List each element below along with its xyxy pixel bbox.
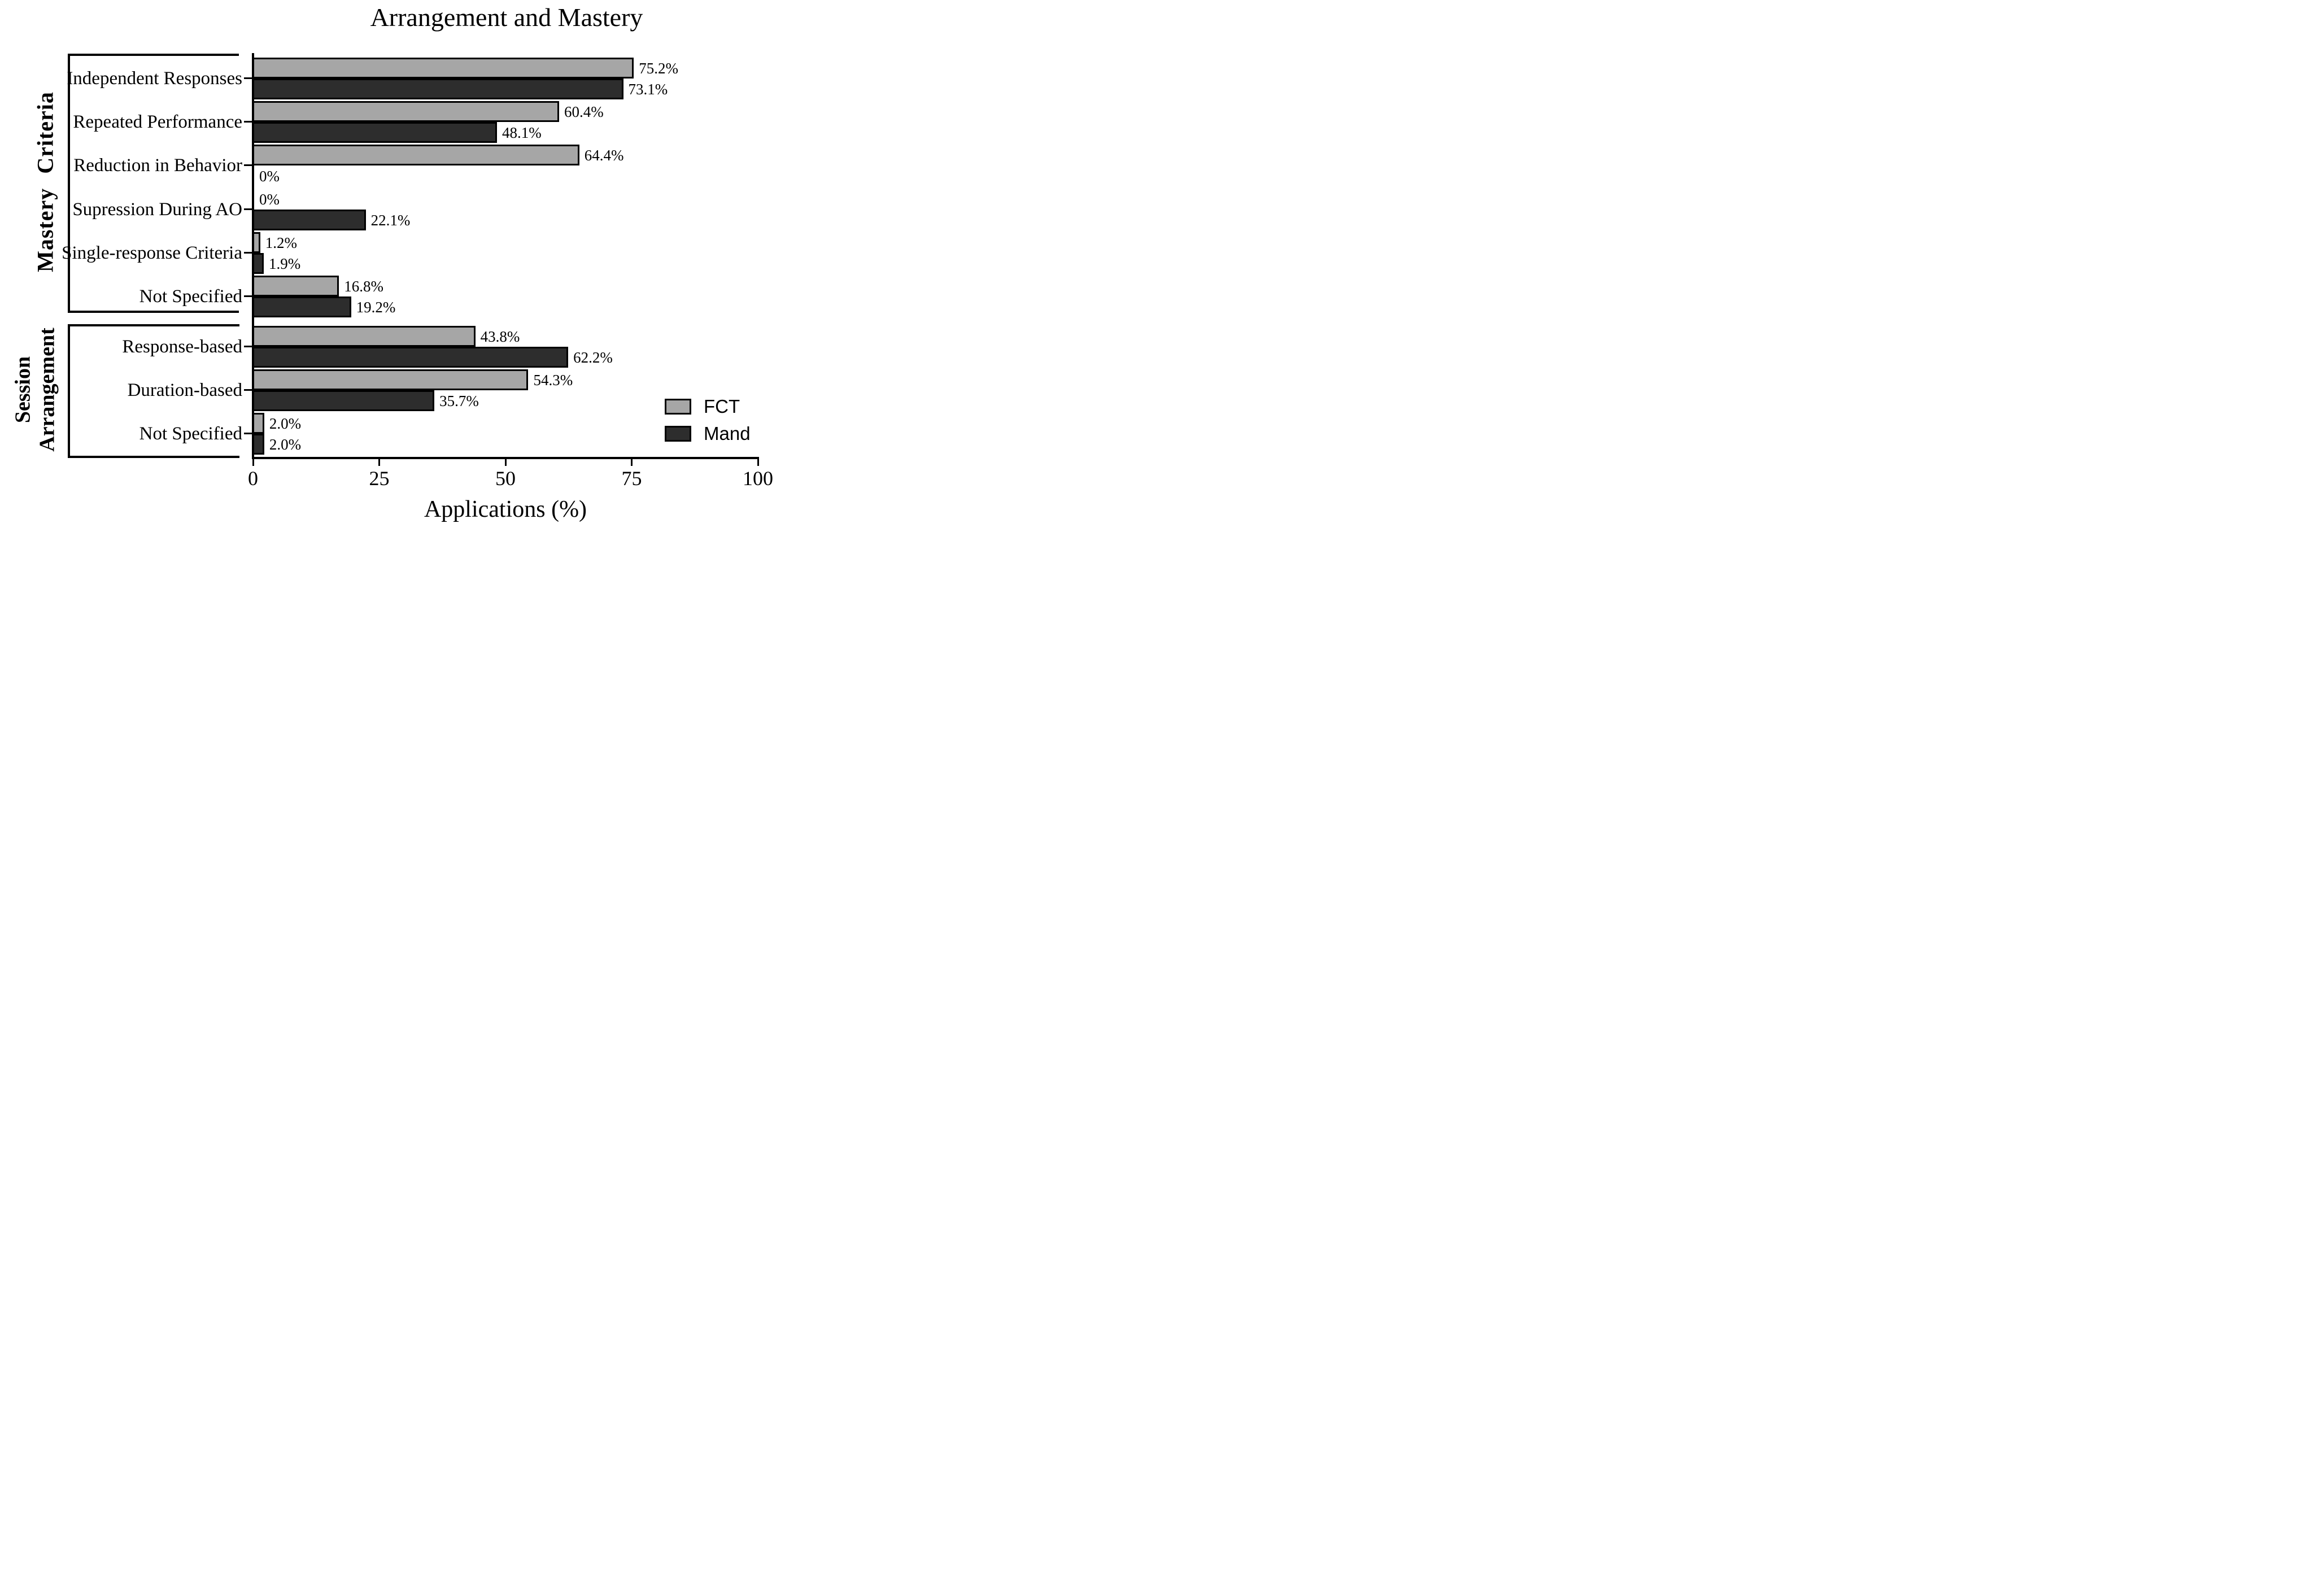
bar-value-label-fct: 43.8% (480, 328, 520, 345)
category-tick (244, 346, 252, 347)
category-label: Response-based (122, 337, 242, 357)
x-axis-tick-label: 0 (248, 467, 258, 490)
bar-fct (252, 276, 339, 296)
bar-value-label-mand: 22.1% (370, 212, 411, 229)
bar-value-label-mand: 48.1% (502, 124, 542, 141)
bar-mand (252, 210, 366, 230)
x-axis-tick (504, 458, 507, 466)
category-tick (244, 295, 252, 297)
bar-mand (252, 434, 264, 455)
bar-value-label-fct: 64.4% (584, 147, 624, 164)
session-arrangement-bracket (68, 324, 239, 458)
bar-mand (252, 253, 264, 274)
category-tick (244, 121, 252, 123)
bar-value-label-fct: 16.8% (344, 278, 383, 295)
bar-fct (252, 369, 529, 390)
bar-fct (252, 58, 634, 79)
legend-label-fct: FCT (704, 396, 740, 417)
category-tick (244, 252, 252, 254)
bar-value-label-fct: 54.3% (533, 372, 573, 389)
category-label: Supression During AO (72, 199, 242, 220)
bar-value-label-mand: 0% (259, 168, 280, 185)
bar-value-label-mand: 2.0% (269, 436, 302, 453)
category-label: Not Specified (139, 286, 242, 307)
category-label: Reduction in Behavior (73, 155, 242, 176)
bar-value-label-fct: 2.0% (269, 415, 302, 432)
bar-fct (252, 101, 559, 122)
figure: Arrangement and Mastery Mastery Criteria… (0, 0, 773, 532)
legend-label-mand: Mand (704, 423, 751, 444)
category-label: Duration-based (127, 380, 242, 400)
x-axis-tick (757, 458, 759, 466)
bar-mand (252, 296, 351, 317)
legend-item-mand: Mand (665, 423, 751, 444)
category-tick (244, 208, 252, 210)
bar-mand (252, 347, 569, 368)
category-label: Repeated Performance (73, 112, 242, 132)
x-axis-label: Applications (%) (424, 496, 587, 522)
bar-value-label-fct: 75.2% (639, 60, 679, 77)
bar-fct (252, 145, 579, 165)
bar-value-label-fct: 0% (259, 191, 280, 208)
bar-value-label-mand: 19.2% (356, 299, 396, 316)
legend-item-fct: FCT (665, 396, 740, 417)
bar-value-label-mand: 73.1% (628, 81, 668, 98)
bar-value-label-mand: 35.7% (439, 393, 479, 409)
bar-value-label-mand: 1.9% (268, 255, 301, 272)
mastery-criteria-bracket (68, 54, 239, 313)
category-label: Single-response Criteria (62, 243, 242, 263)
x-axis-tick (252, 458, 254, 466)
category-tick (244, 164, 252, 166)
bar-mand (252, 122, 497, 143)
bar-value-label-fct: 1.2% (265, 234, 297, 251)
category-tick (244, 77, 252, 79)
bar-fct (252, 413, 264, 434)
bar-value-label-fct: 60.4% (564, 103, 604, 120)
bar-mand (252, 79, 623, 99)
category-tick (244, 433, 252, 434)
x-axis-tick (378, 458, 380, 466)
x-axis-tick-label: 50 (495, 467, 516, 490)
category-label: Independent Responses (67, 68, 242, 89)
legend-swatch-mand-icon (665, 426, 691, 442)
legend-swatch-fct-icon (665, 399, 691, 415)
x-axis-tick-label: 100 (743, 467, 773, 490)
bar-mand (252, 390, 435, 411)
category-label: Not Specified (139, 424, 242, 444)
x-axis-tick (631, 458, 633, 466)
bar-fct (252, 232, 260, 253)
category-tick (244, 389, 252, 391)
x-axis-tick-label: 25 (369, 467, 390, 490)
chart-title: Arrangement and Mastery (370, 3, 643, 32)
bar-value-label-mand: 62.2% (573, 349, 613, 366)
x-axis-tick-label: 75 (621, 467, 642, 490)
bar-fct (252, 326, 476, 347)
